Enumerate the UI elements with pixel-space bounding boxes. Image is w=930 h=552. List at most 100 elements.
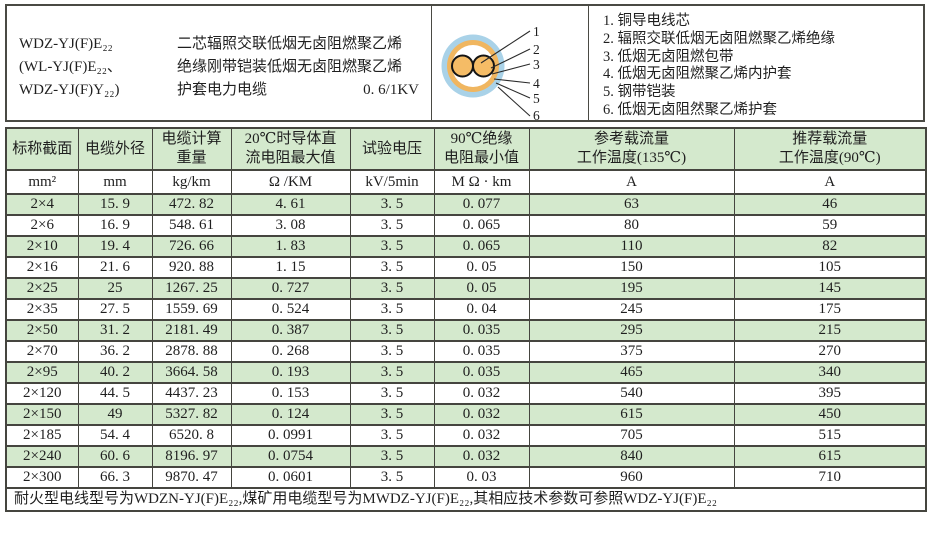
table-cell: 110	[528, 235, 735, 258]
table-cell: 2×6	[5, 214, 79, 237]
table-cell: 710	[733, 466, 927, 489]
table-cell: 2×50	[5, 319, 79, 342]
table-row: 2×185 54. 4 6520. 8 0. 0991 3. 5 0. 032 705 515	[5, 424, 927, 447]
table-row: 2×16 21. 6 920. 88 1. 15 3. 5 0. 05 150 105	[5, 256, 927, 279]
table-cell: 2×70	[5, 340, 79, 363]
table-cell: 16. 9	[77, 214, 153, 237]
table-cell: 3. 5	[349, 445, 435, 468]
table-cell: 0. 0991	[230, 424, 351, 447]
table-cell: 46	[733, 193, 927, 216]
table-cell: 726. 66	[151, 235, 232, 258]
table-cell: 19. 4	[77, 235, 153, 258]
table-cell: 0. 524	[230, 298, 351, 321]
table-cell: 21. 6	[77, 256, 153, 279]
table-cell: 66. 3	[77, 466, 153, 489]
table-cell: 44. 5	[77, 382, 153, 405]
callout-lines	[480, 30, 531, 117]
svg-text:1: 1	[533, 24, 540, 39]
unit-cell: A	[528, 169, 735, 195]
table-cell: 3. 5	[349, 466, 435, 489]
table-note-row: 耐火型电线型号为WDZN-YJ(F)E₂₂,煤矿用电缆型号为MWDZ-YJ(F)…	[5, 487, 927, 512]
table-cell: 0. 032	[433, 382, 530, 405]
unit-cell: kV/5min	[349, 169, 435, 195]
col-header-recommended-ampacity: 推荐载流量 工作温度(90℃)	[733, 127, 927, 171]
table-cell: 0. 065	[433, 214, 530, 237]
table-cell: 2×16	[5, 256, 79, 279]
table-cell: 0. 032	[433, 403, 530, 426]
table-cell: 0. 268	[230, 340, 351, 363]
table-cell: 450	[733, 403, 927, 426]
table-row: 2×35 27. 5 1559. 69 0. 524 3. 5 0. 04 245 175	[5, 298, 927, 321]
table-cell: 31. 2	[77, 319, 153, 342]
table-cell: 36. 2	[77, 340, 153, 363]
table-cell: 49	[77, 403, 153, 426]
table-row: 2×240 60. 6 8196. 97 0. 0754 3. 5 0. 032 840 61…	[5, 445, 927, 468]
table-cell: 3. 5	[349, 256, 435, 279]
cable-description: 二芯辐照交联低烟无卤阻燃聚乙烯 绝缘刚带铠装低烟无卤阻燃聚乙烯 护套电力电缆 0…	[177, 33, 429, 120]
table-cell: 27. 5	[77, 298, 153, 321]
table-cell: 2878. 88	[151, 340, 232, 363]
table-cell: 375	[528, 340, 735, 363]
table-cell: 5327. 82	[151, 403, 232, 426]
cable-spec-table: 标称截面 电缆外径 电缆计算 重量 20℃时导体直 流电阻最大值 试验电压 90…	[5, 127, 927, 512]
table-cell: 9870. 47	[151, 466, 232, 489]
table-cell: 2×25	[5, 277, 79, 300]
table-cell: 3. 5	[349, 298, 435, 321]
table-cell: 2×185	[5, 424, 79, 447]
table-cell: 40. 2	[77, 361, 153, 384]
unit-cell: M Ω · km	[433, 169, 530, 195]
table-cell: 59	[733, 214, 927, 237]
table-cell: 245	[528, 298, 735, 321]
legend-item: 2. 辐照交联低烟无卤阻燃聚乙烯绝缘	[603, 30, 835, 47]
table-row: 2×6 16. 9 548. 61 3. 08 3. 5 0. 065 80 59	[5, 214, 927, 237]
table-cell: 465	[528, 361, 735, 384]
legend-item: 5. 钢带铠装	[603, 84, 676, 101]
svg-text:2: 2	[533, 42, 540, 57]
table-cell: 960	[528, 466, 735, 489]
table-cell: 2×120	[5, 382, 79, 405]
table-row: 2×120 44. 5 4437. 23 0. 153 3. 5 0. 032 540 395	[5, 382, 927, 405]
callout-numbers: 1 2 3 4 5 6	[533, 24, 540, 120]
table-cell: 0. 032	[433, 445, 530, 468]
table-cell: 2×10	[5, 235, 79, 258]
cable-diagram-svg: 1 2 3 4 5 6	[441, 24, 540, 120]
table-cell: 3. 5	[349, 403, 435, 426]
col-header-insulation-resistance: 90℃绝缘 电阻最小值	[433, 127, 530, 171]
table-cell: 2×95	[5, 361, 79, 384]
table-cell: 0. 077	[433, 193, 530, 216]
description-line: 护套电力电缆 0. 6/1KV	[177, 79, 429, 102]
table-cell: 395	[733, 382, 927, 405]
table-cell: 0. 0754	[230, 445, 351, 468]
table-cell: 3. 5	[349, 214, 435, 237]
table-cell: 195	[528, 277, 735, 300]
table-cell: 215	[733, 319, 927, 342]
table-cell: 2×4	[5, 193, 79, 216]
table-cell: 615	[733, 445, 927, 468]
table-cell: 0. 032	[433, 424, 530, 447]
title-panel: WDZ-YJ(F)E₂₂ (WL-YJ(F)E₂₂、 WDZ-YJ(F)Y₂₂)…	[5, 4, 925, 122]
legend-item: 6. 低烟无卤阻然聚乙烯护套	[603, 101, 777, 118]
table-cell: 54. 4	[77, 424, 153, 447]
diagram-legend: 1. 铜导电线芯 2. 辐照交联低烟无卤阻燃聚乙烯绝缘 3. 低烟无卤阻燃包带 4. …	[589, 6, 923, 120]
table-cell: 4437. 23	[151, 382, 232, 405]
table-cell: 0. 387	[230, 319, 351, 342]
table-cell: 920. 88	[151, 256, 232, 279]
table-cell: 0. 124	[230, 403, 351, 426]
description-line: 绝缘刚带铠装低烟无卤阻燃聚乙烯	[177, 59, 403, 75]
table-cell: 145	[733, 277, 927, 300]
table-cell: 0. 0601	[230, 466, 351, 489]
table-cell: 705	[528, 424, 735, 447]
table-cell: 0. 193	[230, 361, 351, 384]
table-cell: 0. 04	[433, 298, 530, 321]
table-cell: 3. 5	[349, 193, 435, 216]
table-cell: 63	[528, 193, 735, 216]
table-cell: 0. 153	[230, 382, 351, 405]
table-row: 2×70 36. 2 2878. 88 0. 268 3. 5 0. 035 375 270	[5, 340, 927, 363]
table-cell: 105	[733, 256, 927, 279]
table-cell: 80	[528, 214, 735, 237]
table-cell: 8196. 97	[151, 445, 232, 468]
svg-text:4: 4	[533, 76, 540, 91]
table-row: 2×300 66. 3 9870. 47 0. 0601 3. 5 0. 03 960 710	[5, 466, 927, 489]
table-cell: 548. 61	[151, 214, 232, 237]
table-cell: 6520. 8	[151, 424, 232, 447]
